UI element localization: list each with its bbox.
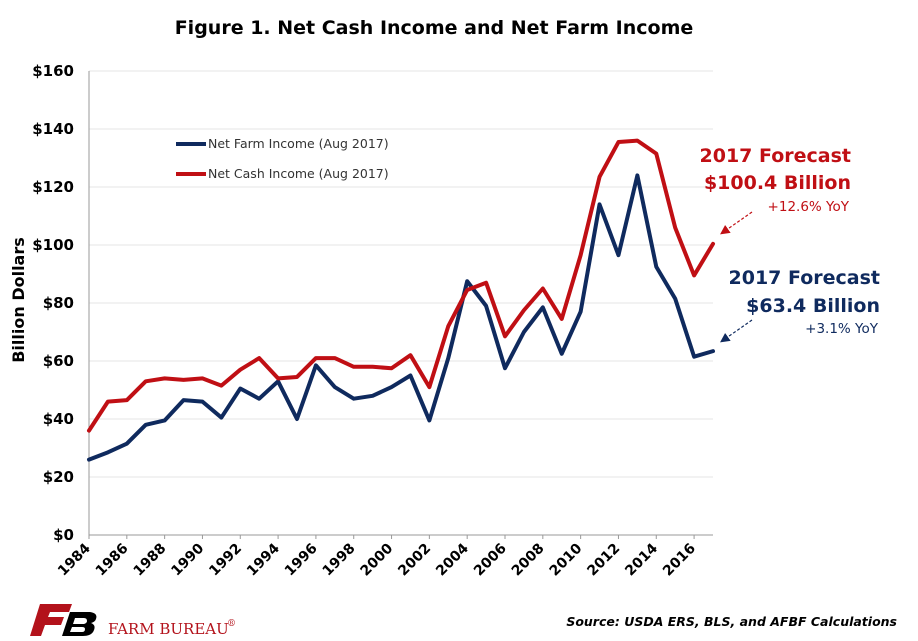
- annotation-cash-value: $100.4 Billion: [704, 172, 851, 194]
- fb-logo-icon: [30, 604, 97, 636]
- x-tick-label: 1984: [55, 540, 94, 579]
- annotation-cash-yoy: +12.6% YoY: [768, 199, 850, 215]
- y-axis-ticks: $0 $20 $40 $60 $80 $100 $120 $140 $160: [32, 62, 74, 544]
- annotation-farm-value: $63.4 Billion: [746, 295, 880, 317]
- annotation-farm-heading: 2017 Forecast: [729, 267, 881, 289]
- brand-name: FARM BUREAU: [108, 620, 229, 638]
- annotation-farm-yoy: +3.1% YoY: [805, 321, 879, 337]
- brand-registered-mark: ®: [227, 619, 236, 629]
- annotation-net-farm-forecast: 2017 Forecast $63.4 Billion +3.1% YoY: [720, 267, 881, 343]
- x-tick-label: 2014: [622, 540, 661, 579]
- farm-bureau-logo: FARM BUREAU ®: [30, 604, 236, 638]
- x-tick-label: 2016: [660, 541, 699, 580]
- annotation-farm-arrow: [720, 319, 753, 343]
- x-tick-label: 1992: [206, 541, 245, 580]
- x-tick-label: 2004: [433, 540, 472, 579]
- grid-lines: [89, 70, 713, 478]
- y-tick-label: $0: [53, 526, 74, 544]
- x-tick-label: 2000: [358, 540, 397, 579]
- source-note: Source: USDA ERS, BLS, and AFBF Calculat…: [566, 614, 897, 629]
- y-tick-label: $80: [43, 294, 74, 312]
- x-tick-label: 2012: [584, 541, 623, 580]
- y-tick-label: $120: [32, 178, 74, 196]
- legend-label-net-farm-income: Net Farm Income (Aug 2017): [208, 136, 389, 151]
- annotation-net-cash-forecast: 2017 Forecast $100.4 Billion +12.6% YoY: [700, 145, 852, 235]
- x-tick-label: 1988: [131, 541, 170, 580]
- x-tick-label: 1990: [168, 540, 207, 579]
- legend-label-net-cash-income: Net Cash Income (Aug 2017): [208, 166, 389, 181]
- x-tick-label: 1998: [320, 541, 359, 580]
- annotation-cash-heading: 2017 Forecast: [700, 145, 852, 167]
- annotation-cash-arrow: [720, 211, 753, 235]
- y-tick-label: $60: [43, 352, 74, 370]
- y-tick-label: $100: [32, 236, 74, 254]
- series-line-net-cash-income: [87, 138, 715, 433]
- x-tick-label: 2002: [395, 541, 434, 580]
- y-tick-label: $40: [43, 410, 74, 428]
- series-line-net-farm-income: [87, 173, 715, 462]
- series-lines: [87, 138, 715, 462]
- x-tick-label: 1986: [93, 541, 132, 580]
- x-tick-label: 2006: [471, 541, 510, 580]
- x-tick-label: 1996: [282, 541, 321, 580]
- legend: Net Farm Income (Aug 2017) Net Cash Inco…: [176, 136, 389, 181]
- x-tick-label: 2008: [509, 541, 548, 580]
- x-axis-ticks: 1984198619881990199219941996199820002002…: [55, 535, 699, 579]
- x-tick-label: 1994: [244, 540, 283, 579]
- chart-title: Figure 1. Net Cash Income and Net Farm I…: [175, 17, 694, 39]
- y-tick-label: $20: [43, 468, 74, 486]
- y-axis-label: Billion Dollars: [9, 237, 28, 363]
- x-tick-label: 2010: [547, 540, 586, 579]
- y-tick-label: $140: [32, 120, 74, 138]
- y-tick-label: $160: [32, 62, 74, 80]
